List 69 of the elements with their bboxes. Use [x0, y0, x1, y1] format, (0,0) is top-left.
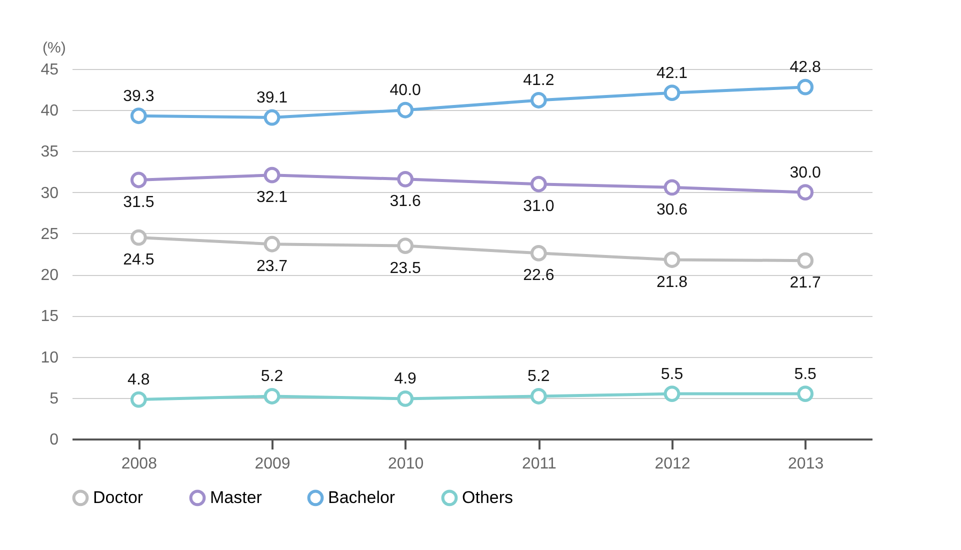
- data-label: 5.5: [794, 366, 817, 383]
- point: [264, 236, 280, 252]
- data-label: 5.2: [528, 368, 550, 386]
- point: [397, 102, 414, 118]
- y-tick-label: 30: [40, 184, 59, 202]
- data-label: 22.6: [523, 267, 554, 284]
- point: [264, 166, 280, 184]
- data-label: 39.1: [256, 90, 288, 107]
- data-label: 31.5: [123, 194, 154, 211]
- data-label: 24.5: [123, 252, 154, 269]
- y-tick-label: 45: [40, 62, 59, 78]
- data-label: 31.6: [390, 193, 422, 210]
- point: [530, 244, 547, 262]
- data-label: 32.1: [256, 189, 288, 206]
- point: [130, 172, 147, 188]
- point: [664, 84, 680, 102]
- data-label: 4.9: [394, 370, 417, 388]
- point: [797, 184, 814, 201]
- y-tick-label: 15: [40, 308, 59, 326]
- point: [130, 108, 147, 124]
- point: [530, 176, 547, 192]
- x-tick-label: 2011: [522, 456, 556, 472]
- point: [397, 170, 414, 188]
- data-label: 42.8: [790, 59, 822, 76]
- y-tick-label: 5: [50, 390, 59, 408]
- y-tick-label: 25: [40, 226, 59, 243]
- x-tick-label: 2009: [254, 456, 290, 472]
- point: [797, 252, 814, 269]
- legend-label: Doctor: [93, 488, 144, 507]
- x-tick-label: 2008: [121, 456, 158, 472]
- y-tick-label: 10: [40, 349, 59, 366]
- point: [264, 109, 280, 126]
- point: [664, 252, 680, 268]
- data-label: 21.8: [656, 274, 688, 291]
- data-label: 4.8: [128, 372, 150, 389]
- data-label: 40.0: [390, 82, 422, 100]
- data-label: 31.0: [523, 198, 554, 216]
- data-label: 5.2: [260, 368, 284, 386]
- data-label: 23.7: [256, 258, 288, 276]
- point: [797, 386, 814, 402]
- y-tick-label: 35: [40, 144, 59, 161]
- data-label: 39.3: [123, 88, 154, 105]
- y-tick-label: 0: [50, 432, 59, 448]
- point: [264, 388, 280, 404]
- legend-label: Others: [462, 488, 514, 507]
- point: [664, 179, 680, 196]
- data-label: 5.5: [660, 366, 684, 383]
- point: [530, 388, 547, 404]
- data-label: 23.5: [390, 260, 422, 277]
- point: [130, 391, 147, 408]
- x-tick-label: 2010: [388, 456, 424, 472]
- data-label: 41.2: [523, 72, 554, 90]
- data-label: 30.6: [656, 201, 688, 218]
- point: [530, 92, 547, 108]
- legend-label: Master: [210, 488, 262, 507]
- point: [397, 390, 414, 407]
- y-tick-label: 40: [40, 102, 59, 120]
- point: [664, 386, 680, 402]
- data-label: 21.7: [790, 274, 822, 292]
- point: [397, 238, 414, 254]
- x-tick-label: 2013: [788, 456, 824, 472]
- y-tick-label: 20: [40, 267, 59, 284]
- x-tick-label: 2012: [654, 456, 690, 472]
- data-label: 30.0: [790, 164, 822, 182]
- legend-label: Bachelor: [328, 488, 396, 507]
- point: [130, 229, 147, 246]
- data-label: 42.1: [656, 64, 688, 82]
- y-axis-title: (%): [42, 40, 66, 56]
- point: [797, 78, 814, 96]
